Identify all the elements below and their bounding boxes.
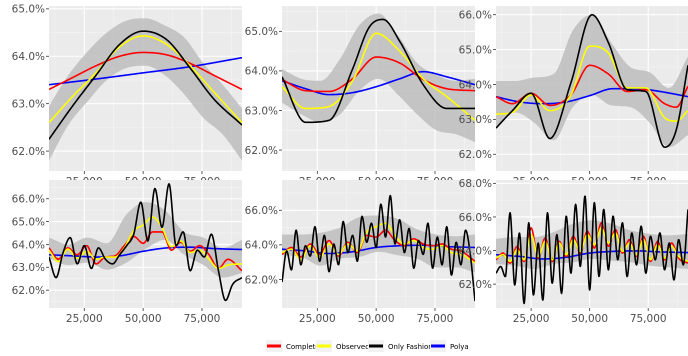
y-tick-label: 63.0% bbox=[12, 262, 45, 274]
y-tick-label: 62.0% bbox=[459, 149, 492, 161]
panel-axes: 25,000 50,000 75,000 62.0% 64.0% 66.0% bbox=[245, 205, 454, 325]
panel-6: 25,000 50,000 75,000 62.0% 64.0% 66.0% 68.0% bbox=[459, 178, 688, 325]
y-tick-label: 62.0% bbox=[245, 145, 278, 157]
y-tick-label: 62.0% bbox=[459, 279, 492, 291]
panel-axes: 25,000 50,000 75,000 62.0% 63.0% 64.0% 65.0% 66… bbox=[12, 194, 221, 325]
series-line-complete bbox=[282, 56, 475, 93]
y-tick-label: 62.0% bbox=[12, 285, 45, 297]
panel-3: 25,00050,00075,00062.0%63.0%64.0%65.0%66… bbox=[459, 6, 688, 188]
y-tick-label: 66.0% bbox=[459, 10, 492, 22]
legend-label-complete: Complete bbox=[286, 343, 320, 351]
y-tick-label: 62.0% bbox=[245, 274, 278, 286]
series-line-polya bbox=[49, 56, 242, 86]
y-tick-label: 65.0% bbox=[459, 44, 492, 56]
x-tick-label: 50,000 bbox=[358, 313, 395, 325]
series-line-observed bbox=[282, 32, 475, 121]
x-tick-label: 50,000 bbox=[571, 313, 608, 325]
series-line-complete bbox=[49, 51, 242, 91]
y-tick-label: 65.0% bbox=[245, 26, 278, 38]
legend: Complete Observed Only Fashion Polya bbox=[266, 340, 469, 352]
series-line-only-fashion bbox=[496, 13, 688, 149]
panel-axes: 25,000 50,000 75,000 62.0% 64.0% 66.0% 68.0% bbox=[459, 178, 667, 325]
confidence-ribbon bbox=[496, 14, 688, 148]
panel-5: 25,000 50,000 75,000 62.0% 64.0% 66.0% bbox=[245, 180, 475, 325]
x-tick-label: 50,000 bbox=[125, 313, 162, 325]
y-tick-label: 63.0% bbox=[459, 114, 492, 126]
y-tick-label: 66.0% bbox=[245, 205, 278, 217]
series-line-only-fashion bbox=[282, 18, 475, 124]
y-tick-label: 64.0% bbox=[245, 66, 278, 78]
panel-plot-area bbox=[496, 195, 688, 305]
x-tick-label: 25,000 bbox=[66, 313, 103, 325]
y-tick-label: 64.0% bbox=[12, 51, 45, 63]
y-tick-label: 63.0% bbox=[245, 105, 278, 117]
legend-item-observed: Observed bbox=[316, 340, 370, 352]
series-line-only-fashion bbox=[49, 183, 242, 302]
legend-label-observed: Observed bbox=[336, 343, 370, 351]
series-line-observed bbox=[49, 35, 242, 124]
x-tick-label: 25,000 bbox=[513, 313, 550, 325]
y-tick-label: 63.0% bbox=[12, 98, 45, 110]
y-tick-label: 65.0% bbox=[12, 216, 45, 228]
y-tick-label: 64.0% bbox=[245, 240, 278, 252]
panel-plot-area bbox=[496, 13, 688, 149]
legend-label-only-fashion: Only Fashion bbox=[388, 343, 433, 351]
y-tick-label: 68.0% bbox=[459, 178, 492, 190]
series-line-only-fashion bbox=[282, 194, 475, 302]
y-tick-label: 62.0% bbox=[12, 146, 45, 158]
y-tick-label: 64.0% bbox=[12, 239, 45, 251]
y-tick-label: 66.0% bbox=[459, 212, 492, 224]
legend-item-only-fashion: Only Fashion bbox=[368, 340, 433, 352]
panel-plot-area bbox=[49, 183, 242, 302]
panels-grid: 25,00050,00075,00062.0%63.0%64.0%65.0%25… bbox=[12, 4, 688, 325]
series-line-only-fashion bbox=[49, 30, 242, 140]
x-tick-label: 25,000 bbox=[299, 313, 336, 325]
y-tick-label: 65.0% bbox=[12, 4, 45, 16]
legend-item-complete: Complete bbox=[266, 340, 320, 352]
legend-item-polya: Polya bbox=[430, 340, 469, 352]
confidence-ribbon bbox=[49, 18, 242, 161]
y-tick-label: 64.0% bbox=[459, 79, 492, 91]
confidence-ribbon bbox=[282, 13, 475, 143]
legend-label-polya: Polya bbox=[450, 343, 469, 351]
x-tick-label: 75,000 bbox=[184, 313, 221, 325]
y-tick-label: 66.0% bbox=[12, 194, 45, 206]
y-tick-label: 64.0% bbox=[459, 245, 492, 257]
confidence-ribbon bbox=[282, 215, 475, 273]
x-tick-label: 75,000 bbox=[417, 313, 454, 325]
series-line-polya bbox=[496, 87, 688, 105]
series-line-only-fashion bbox=[496, 195, 688, 305]
panel-4: 25,000 50,000 75,000 62.0% 63.0% 64.0% 65.0% 66… bbox=[12, 180, 242, 325]
x-tick-label: 75,000 bbox=[630, 313, 667, 325]
series-line-observed bbox=[496, 45, 688, 122]
panel-plot-area bbox=[282, 13, 475, 143]
panel-plot-area bbox=[49, 18, 242, 161]
panel-plot-area bbox=[282, 194, 475, 302]
